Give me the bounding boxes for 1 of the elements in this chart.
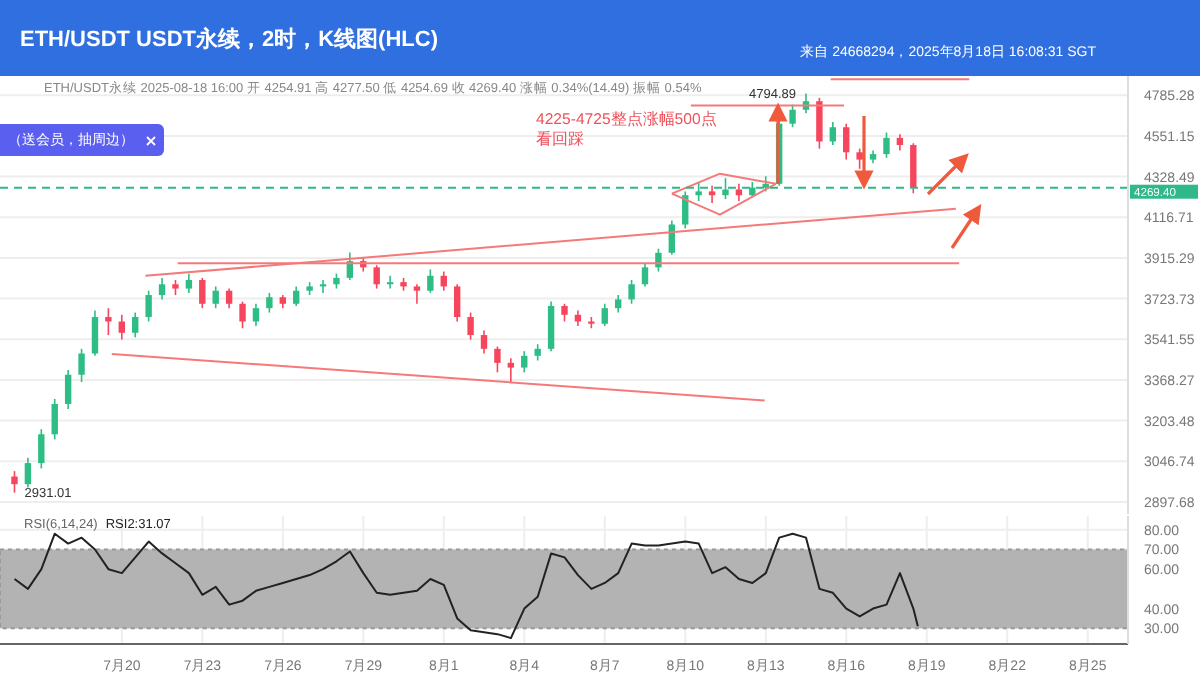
chart-title: ETH/USDT USDT永续，2时，K线图(HLC) (20, 25, 438, 54)
